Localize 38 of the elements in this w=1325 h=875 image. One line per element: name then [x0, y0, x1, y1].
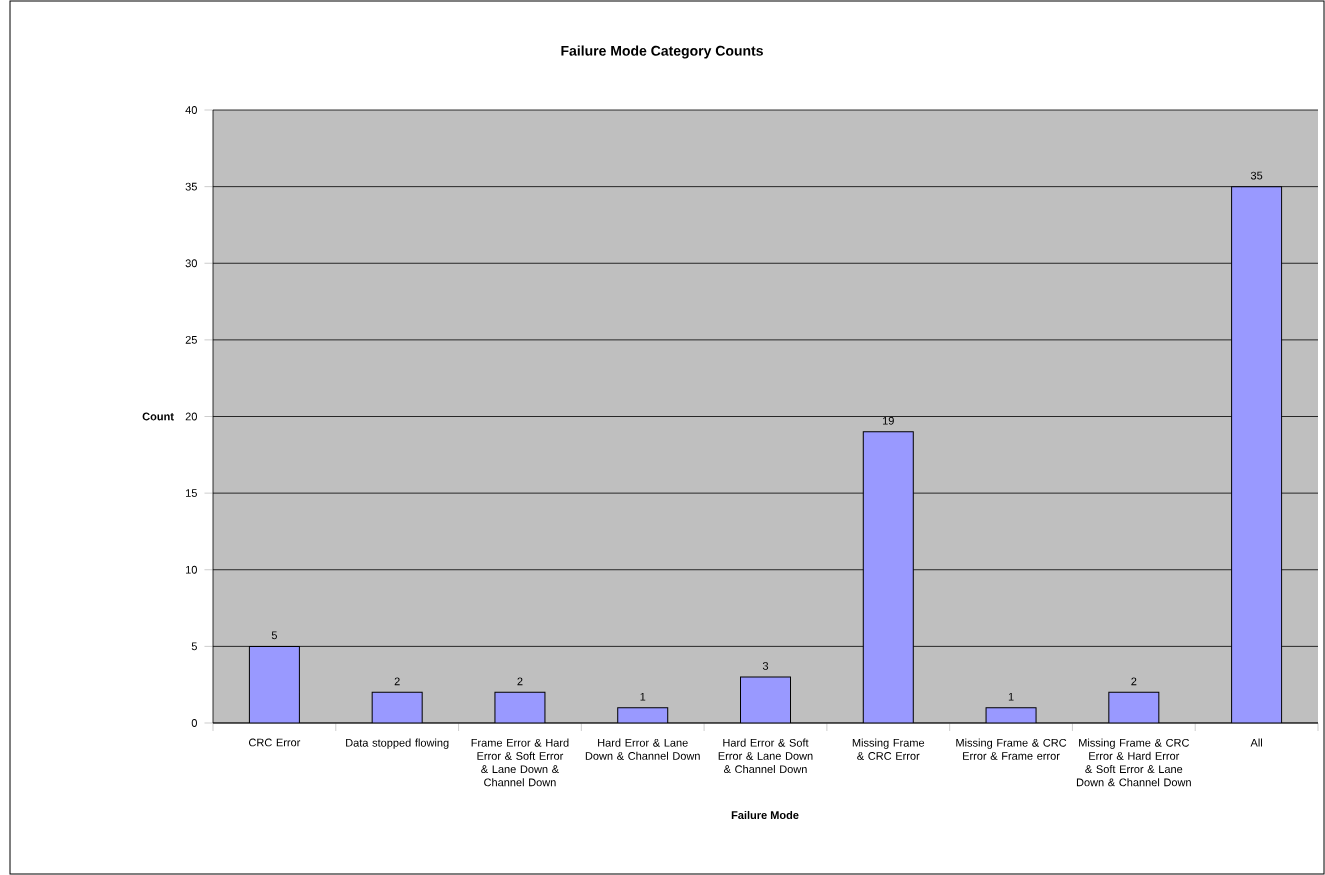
data-label: 1	[640, 692, 646, 701]
y-tick-label: 40	[185, 106, 197, 114]
x-tick-label: Frame Error & Hard Error & Soft Error & Lane Down & Channel Down	[471, 738, 569, 787]
x-tick-label: Hard Error & Soft Error & Lane Down & Channel Down	[718, 738, 813, 774]
x-axis-title: Failure Mode	[731, 810, 799, 820]
data-label: 3	[762, 662, 769, 670]
bar	[740, 676, 791, 723]
bar	[617, 707, 669, 723]
data-label: 2	[1131, 677, 1137, 686]
bar	[248, 645, 300, 723]
x-tick-label: CRC Error	[248, 738, 301, 747]
x-tick-label: Missing Frame & CRC Error & Hard Error & Soft Error & Lane Down & Channel Down	[1076, 738, 1191, 787]
y-tick-label: 15	[186, 489, 197, 497]
y-tick-label: 35	[185, 182, 197, 191]
bar	[1231, 186, 1283, 723]
y-tick-label: 10	[186, 565, 197, 574]
y-tick-label: 25	[185, 335, 197, 344]
chart-title: Failure Mode Category Counts	[561, 45, 763, 59]
x-tick-label: Hard Error & Lane Down & Channel Down	[585, 738, 700, 760]
x-tick-label: Data stopped flowing	[346, 738, 449, 749]
y-axis-title: Count	[142, 412, 174, 421]
data-label: 19	[883, 416, 894, 425]
data-label: 35	[1250, 171, 1263, 180]
y-tick-label: 5	[191, 642, 197, 651]
x-tick-label: All	[1250, 738, 1262, 747]
bar	[494, 691, 546, 723]
data-label: 5	[271, 631, 277, 640]
data-label: 1	[1008, 692, 1014, 701]
bar	[862, 431, 914, 723]
x-tick-label: Missing Frame & CRC Error	[852, 738, 925, 760]
bar	[371, 691, 423, 723]
y-tick-label: 20	[185, 412, 197, 421]
y-tick-label: 30	[185, 259, 197, 268]
x-tick-label: Missing Frame & CRC Error & Frame error	[956, 738, 1067, 760]
data-label: 2	[394, 677, 400, 686]
y-tick-label: 0	[191, 719, 197, 727]
bar	[1108, 691, 1160, 723]
data-label: 2	[517, 677, 523, 686]
